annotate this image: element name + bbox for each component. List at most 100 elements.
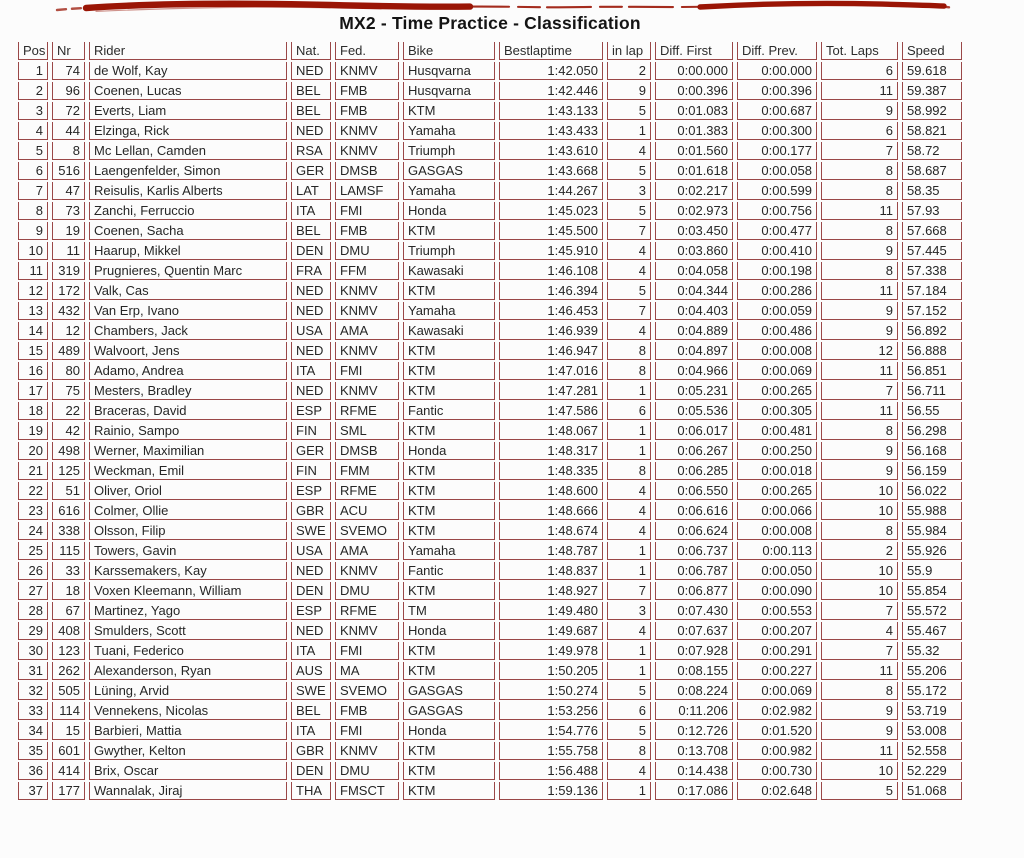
cell-rider: Reisulis, Karlis Alberts: [89, 182, 287, 200]
cell-tot-laps: 10: [821, 562, 898, 580]
cell-pos: 20: [18, 442, 48, 460]
cell-pos: 12: [18, 282, 48, 300]
cell-diff-prev: 0:00.059: [737, 302, 817, 320]
cell-speed: 57.184: [902, 282, 962, 300]
cell-bike: Kawasaki: [403, 262, 495, 280]
cell-bike: Yamaha: [403, 302, 495, 320]
cell-tot-laps: 11: [821, 282, 898, 300]
cell-nat: SWE: [291, 682, 331, 700]
cell-bike: Yamaha: [403, 182, 495, 200]
cell-pos: 16: [18, 362, 48, 380]
column-header-bike: Bike: [403, 42, 495, 60]
cell-bike: Fantic: [403, 402, 495, 420]
cell-diff-prev: 0:00.486: [737, 322, 817, 340]
cell-bestlaptime: 1:47.016: [499, 362, 603, 380]
cell-diff-first: 0:03.860: [655, 242, 733, 260]
cell-nat: GER: [291, 162, 331, 180]
cell-tot-laps: 11: [821, 742, 898, 760]
cell-nat: NED: [291, 282, 331, 300]
table-row: 23 616 Colmer, Ollie GBR ACU KTM 1:48.666 4 0:06…: [18, 502, 962, 520]
table-row: 18 22 Braceras, David ESP RFME Fantic 1:47.586…: [18, 402, 962, 420]
cell-in-lap: 7: [607, 222, 651, 240]
cell-speed: 56.022: [902, 482, 962, 500]
cell-diff-prev: 0:00.069: [737, 682, 817, 700]
cell-bike: KTM: [403, 462, 495, 480]
cell-tot-laps: 7: [821, 142, 898, 160]
cell-fed: KNMV: [335, 622, 399, 640]
cell-bestlaptime: 1:46.453: [499, 302, 603, 320]
cell-bestlaptime: 1:49.978: [499, 642, 603, 660]
cell-in-lap: 7: [607, 302, 651, 320]
cell-in-lap: 4: [607, 482, 651, 500]
cell-speed: 55.172: [902, 682, 962, 700]
table-row: 12 172 Valk, Cas NED KNMV KTM 1:46.394 5 0:04.34…: [18, 282, 962, 300]
table-row: 8 73 Zanchi, Ferruccio ITA FMI Honda 1:45.023 5…: [18, 202, 962, 220]
cell-diff-prev: 0:00.481: [737, 422, 817, 440]
cell-bike: KTM: [403, 642, 495, 660]
cell-diff-first: 0:06.624: [655, 522, 733, 540]
cell-rider: Elzinga, Rick: [89, 122, 287, 140]
cell-nr: 115: [52, 542, 85, 560]
cell-in-lap: 1: [607, 122, 651, 140]
cell-fed: DMU: [335, 762, 399, 780]
cell-in-lap: 5: [607, 162, 651, 180]
cell-fed: DMSB: [335, 442, 399, 460]
cell-bike: KTM: [403, 742, 495, 760]
cell-bestlaptime: 1:54.776: [499, 722, 603, 740]
cell-pos: 35: [18, 742, 48, 760]
results-body: 1 74 de Wolf, Kay NED KNMV Husqvarna 1:42.050 2…: [18, 62, 962, 800]
cell-nr: 177: [52, 782, 85, 800]
cell-tot-laps: 9: [821, 462, 898, 480]
cell-diff-prev: 0:00.008: [737, 522, 817, 540]
cell-nr: 33: [52, 562, 85, 580]
cell-diff-first: 0:06.737: [655, 542, 733, 560]
table-row: 9 19 Coenen, Sacha BEL FMB KTM 1:45.500 7 0:03.4…: [18, 222, 962, 240]
cell-bike: KTM: [403, 582, 495, 600]
cell-fed: FMB: [335, 702, 399, 720]
cell-tot-laps: 9: [821, 442, 898, 460]
cell-nat: NED: [291, 62, 331, 80]
cell-rider: Haarup, Mikkel: [89, 242, 287, 260]
cell-rider: Colmer, Ollie: [89, 502, 287, 520]
cell-diff-first: 0:06.017: [655, 422, 733, 440]
cell-tot-laps: 7: [821, 642, 898, 660]
cell-speed: 56.851: [902, 362, 962, 380]
cell-diff-prev: 0:00.069: [737, 362, 817, 380]
cell-nat: RSA: [291, 142, 331, 160]
cell-diff-prev: 0:00.300: [737, 122, 817, 140]
table-row: 17 75 Mesters, Bradley NED KNMV KTM 1:47.281 1 0…: [18, 382, 962, 400]
cell-speed: 57.338: [902, 262, 962, 280]
cell-speed: 55.572: [902, 602, 962, 620]
cell-in-lap: 2: [607, 62, 651, 80]
cell-nat: BEL: [291, 702, 331, 720]
cell-in-lap: 1: [607, 562, 651, 580]
cell-nr: 601: [52, 742, 85, 760]
table-row: 4 44 Elzinga, Rick NED KNMV Yamaha 1:43.433 1 0:…: [18, 122, 962, 140]
cell-nr: 125: [52, 462, 85, 480]
cell-nr: 80: [52, 362, 85, 380]
table-row: 13 432 Van Erp, Ivano NED KNMV Yamaha 1:46.453…: [18, 302, 962, 320]
cell-tot-laps: 10: [821, 482, 898, 500]
column-header-nr: Nr: [52, 42, 85, 60]
cell-fed: KNMV: [335, 342, 399, 360]
cell-bike: GASGAS: [403, 702, 495, 720]
cell-diff-first: 0:00.396: [655, 82, 733, 100]
cell-in-lap: 1: [607, 442, 651, 460]
cell-diff-first: 0:04.966: [655, 362, 733, 380]
cell-speed: 58.687: [902, 162, 962, 180]
cell-diff-prev: 0:00.756: [737, 202, 817, 220]
cell-nat: LAT: [291, 182, 331, 200]
cell-rider: Brix, Oscar: [89, 762, 287, 780]
table-row: 30 123 Tuani, Federico ITA FMI KTM 1:49.978 1 0:…: [18, 642, 962, 660]
cell-pos: 27: [18, 582, 48, 600]
cell-diff-first: 0:01.560: [655, 142, 733, 160]
table-row: 33 114 Vennekens, Nicolas BEL FMB GASGAS 1:53.…: [18, 702, 962, 720]
cell-tot-laps: 8: [821, 682, 898, 700]
cell-tot-laps: 9: [821, 102, 898, 120]
table-row: 11 319 Prugnieres, Quentin Marc FRA FFM Kawas…: [18, 262, 962, 280]
cell-rider: Alexanderson, Ryan: [89, 662, 287, 680]
cell-bike: KTM: [403, 782, 495, 800]
cell-fed: FMI: [335, 722, 399, 740]
cell-fed: KNMV: [335, 742, 399, 760]
cell-bike: Honda: [403, 722, 495, 740]
